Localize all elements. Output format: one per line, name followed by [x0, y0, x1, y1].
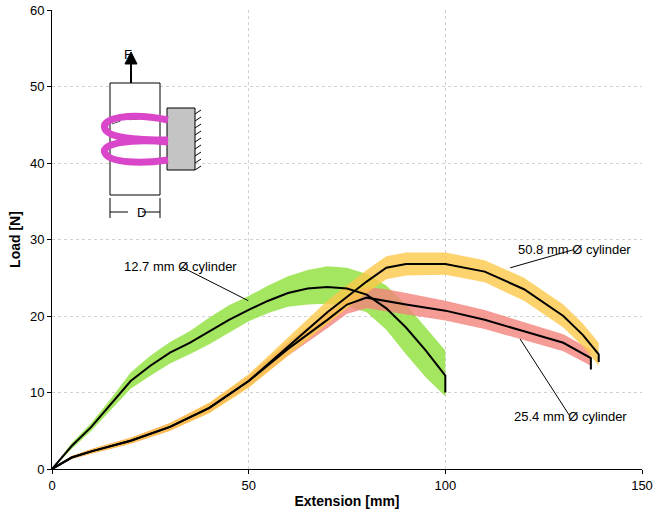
svg-text:150: 150 [631, 478, 653, 493]
svg-text:25.4 mm Ø cylinder: 25.4 mm Ø cylinder [514, 409, 627, 424]
svg-text:F: F [124, 47, 132, 62]
svg-text:30: 30 [30, 232, 44, 247]
svg-text:Load [N]: Load [N] [7, 211, 23, 268]
svg-text:12.7 mm Ø cylinder: 12.7 mm Ø cylinder [124, 259, 237, 274]
svg-text:D: D [137, 205, 146, 220]
svg-text:50: 50 [241, 478, 255, 493]
svg-text:60: 60 [30, 3, 44, 18]
svg-text:40: 40 [30, 156, 44, 171]
svg-text:Extension [mm]: Extension [mm] [294, 493, 399, 509]
svg-text:0: 0 [37, 462, 44, 477]
svg-text:50: 50 [30, 79, 44, 94]
svg-text:0: 0 [48, 478, 55, 493]
svg-text:20: 20 [30, 309, 44, 324]
svg-text:10: 10 [30, 385, 44, 400]
svg-text:100: 100 [434, 478, 456, 493]
svg-text:50.8 mm Ø cylinder: 50.8 mm Ø cylinder [518, 242, 631, 257]
